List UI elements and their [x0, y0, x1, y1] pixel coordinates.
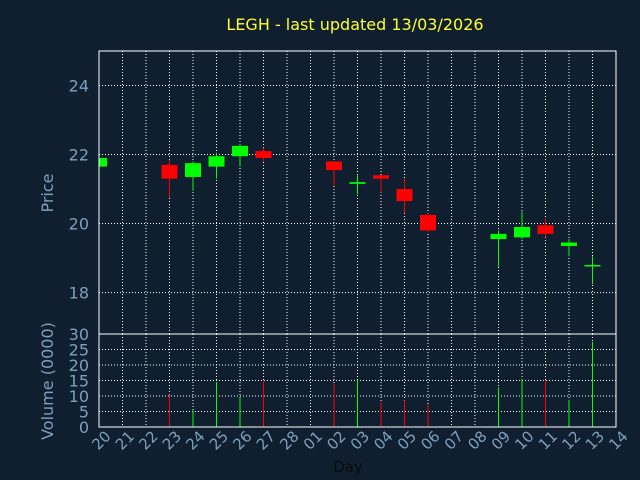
candle-body: [373, 175, 389, 179]
volume-y-tick-label: 5: [79, 403, 89, 422]
price-axis-label: Price: [38, 173, 57, 212]
volume-panel-frame: [98, 333, 617, 428]
price-y-tick-label: 24: [69, 77, 89, 96]
candle-body: [561, 242, 577, 246]
candle-body: [99, 157, 107, 167]
price-y-tick-label: 18: [69, 284, 89, 303]
price-y-tick-label: 22: [69, 146, 89, 165]
candle-body: [232, 145, 248, 157]
chart-title: LEGH - last updated 13/03/2026: [226, 15, 483, 34]
candle-body: [396, 189, 413, 202]
x-axis-label: Day: [333, 458, 363, 476]
volume-y-tick-label: 0: [79, 418, 89, 437]
volume-y-tick-label: 25: [69, 341, 89, 360]
candle-body: [349, 182, 366, 184]
candle-body: [514, 227, 530, 238]
price-y-tick-labels: 18 20 22 24: [69, 77, 89, 303]
volume-y-tick-label: 20: [69, 356, 89, 375]
volume-bars: [169, 342, 593, 427]
candle-body: [537, 225, 554, 234]
candle-body: [255, 151, 272, 158]
price-y-tick-label: 20: [69, 215, 89, 234]
x-tick-labels: 2021222324252627280102030405060708091011…: [88, 427, 631, 453]
candle-body: [420, 214, 436, 231]
candle-body: [490, 233, 507, 240]
candle-body: [185, 163, 201, 177]
volume-y-tick-label: 10: [69, 387, 89, 406]
volume-axis-label: Volume (0000): [38, 322, 57, 440]
candle-body: [326, 161, 342, 171]
candle-body: [208, 156, 225, 167]
candles: [98, 144, 601, 284]
volume-y-tick-label: 30: [69, 325, 89, 344]
volume-y-tick-label: 15: [69, 372, 89, 391]
candle-body: [584, 264, 601, 267]
candle-body: [161, 164, 178, 179]
